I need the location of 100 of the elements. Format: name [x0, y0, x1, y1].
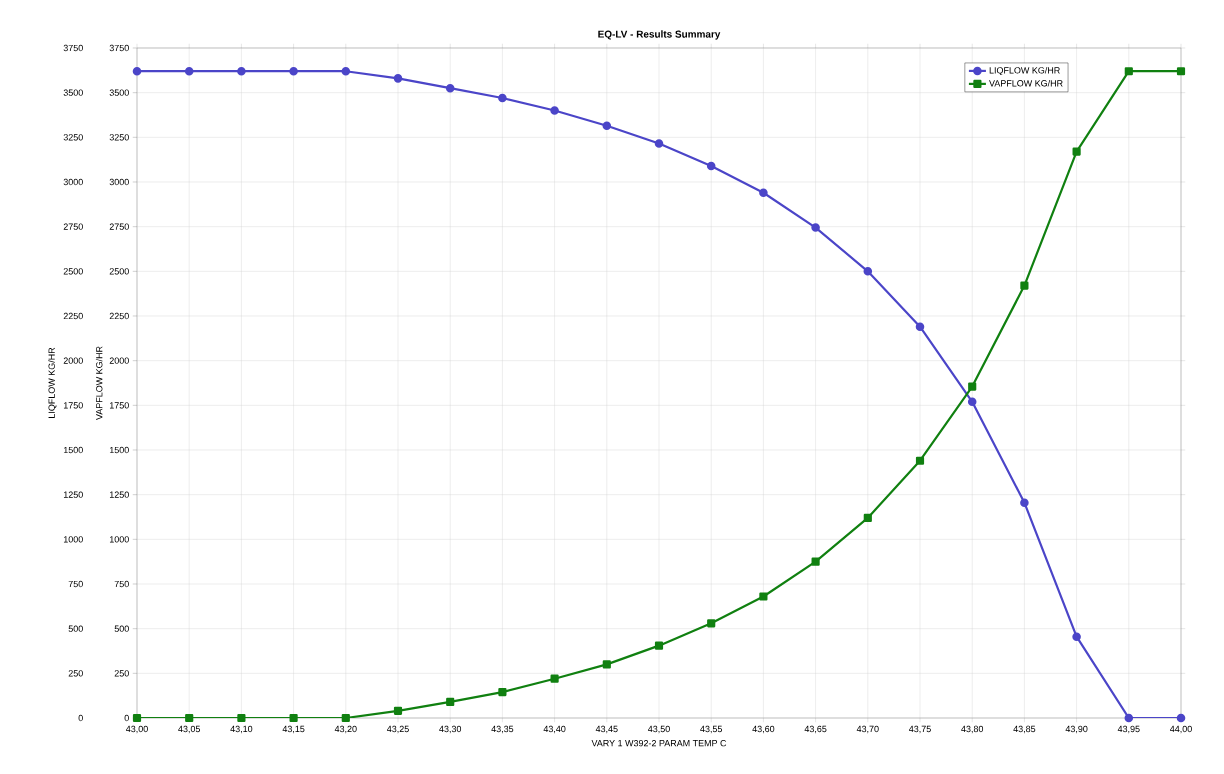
y-axis-title: LIQFLOW KG/HR [48, 347, 57, 418]
point [915, 456, 925, 465]
x-tick-label: 43,15 [282, 725, 305, 734]
point [759, 188, 768, 197]
point [1072, 147, 1081, 156]
point [550, 674, 559, 683]
chart-title: EQ-LV - Results Summary [598, 30, 721, 40]
x-tick-label: 43,10 [230, 725, 253, 734]
x-tick-label: 43,90 [1065, 725, 1088, 734]
y-tick-label: 1250 [63, 491, 83, 498]
point [968, 382, 977, 391]
y-tick-label: 250 [68, 670, 83, 677]
point [185, 713, 194, 723]
point [1072, 632, 1081, 641]
y-tick-label: 2750 [63, 223, 83, 230]
y2-tick-label: 500 [114, 625, 129, 632]
point [654, 139, 664, 148]
point [184, 66, 194, 76]
point [811, 557, 820, 566]
point [863, 513, 872, 522]
point [654, 641, 664, 650]
y-tick-label: 0 [78, 714, 83, 722]
point [445, 83, 455, 93]
x-tick-label: 44,00 [1169, 725, 1192, 734]
y2-axis-title: VAPFLOW KG/HR [95, 346, 103, 420]
y2-tick-label: 2500 [109, 268, 129, 275]
point [707, 619, 716, 628]
y2-tick-label: 1750 [109, 402, 129, 409]
point [1124, 67, 1133, 76]
point [132, 713, 142, 723]
x-tick-label: 43,35 [491, 725, 514, 734]
x-tick-label: 43,70 [856, 725, 879, 734]
x-tick-label: 43,50 [647, 725, 670, 734]
point [237, 713, 246, 723]
point [550, 106, 559, 115]
x-tick-label: 43,60 [752, 725, 775, 734]
x-tick-label: 43,20 [334, 725, 357, 734]
point [1176, 67, 1186, 76]
y2-tick-label: 3250 [109, 134, 129, 141]
y-tick-label: 3000 [63, 178, 83, 186]
point [706, 161, 716, 171]
y2-tick-label: 3000 [109, 178, 129, 186]
point [967, 397, 977, 407]
y2-tick-label: 0 [124, 714, 129, 722]
y2-tick-label: 2750 [109, 223, 129, 230]
y2-tick-label: 1250 [109, 491, 129, 498]
y-tick-label: 3250 [63, 134, 83, 141]
x-tick-label: 43,65 [804, 725, 827, 734]
x-tick-label: 43,05 [178, 725, 201, 734]
point [237, 66, 246, 76]
x-tick-label: 43,85 [1013, 725, 1036, 734]
y2-tick-label: 1000 [109, 536, 129, 543]
y2-tick-label: 750 [114, 580, 129, 588]
y-tick-label: 2250 [63, 312, 83, 320]
point [1176, 713, 1186, 723]
point [446, 697, 455, 707]
x-tick-label: 43,40 [543, 725, 566, 734]
x-tick-label: 43,45 [595, 725, 618, 734]
y2-tick-label: 3500 [109, 89, 129, 96]
x-tick-label: 43,30 [439, 725, 462, 734]
point [498, 688, 507, 697]
point [498, 93, 507, 103]
x-tick-label: 43,00 [125, 725, 148, 734]
point [393, 706, 403, 715]
y2-tick-label: 250 [114, 670, 129, 677]
y2-tick-label: 2000 [109, 357, 129, 364]
point [341, 713, 350, 723]
x-tick-label: 43,55 [700, 725, 723, 734]
point [1020, 281, 1029, 290]
point [289, 713, 298, 723]
y-tick-label: 1750 [63, 402, 83, 409]
x-axis-title: VARY 1 W392-2 PARAM TEMP C [591, 740, 727, 747]
x-tick-label: 43,95 [1117, 725, 1140, 734]
point [289, 66, 298, 76]
point [602, 660, 611, 669]
point [915, 322, 925, 331]
y-tick-label: 1500 [63, 446, 83, 454]
y2-tick-label: 2250 [109, 312, 129, 320]
legend-label: LIQFLOW KG/HR [989, 66, 1060, 76]
x-tick-label: 43,25 [386, 725, 409, 734]
y-tick-label: 3500 [63, 89, 83, 96]
legend-label: VAPFLOW KG/HR [989, 79, 1063, 87]
point [602, 121, 612, 130]
y-tick-label: 3750 [63, 44, 83, 52]
y2-tick-label: 1500 [109, 446, 129, 454]
point [132, 66, 142, 76]
point [341, 66, 351, 76]
point [759, 592, 768, 601]
y-tick-label: 2500 [63, 268, 83, 275]
x-tick-label: 43,75 [908, 725, 931, 734]
y-tick-label: 1000 [63, 536, 83, 543]
point [1020, 498, 1029, 507]
y2-tick-label: 3750 [109, 44, 129, 52]
y-tick-label: 750 [68, 580, 83, 588]
y-tick-label: 2000 [63, 357, 83, 364]
y-tick-label: 500 [68, 625, 83, 632]
x-tick-label: 43,80 [961, 725, 984, 734]
point [863, 267, 873, 276]
point [1124, 713, 1134, 723]
point [811, 223, 820, 232]
